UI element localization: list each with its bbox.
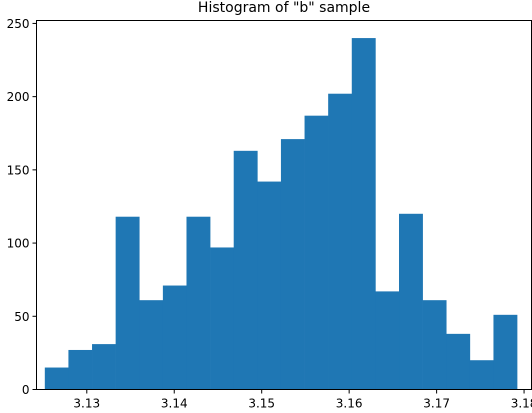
histogram-bar [115,216,140,390]
histogram-bar [257,181,282,390]
histogram-bar [304,115,329,390]
y-tick-label: 100 [7,237,30,251]
y-tick-label: 50 [14,310,29,324]
histogram-bar [233,150,258,390]
x-tick-label: 3.17 [423,397,450,411]
histogram-bar [44,367,69,390]
y-axis: 0 50 100 150 200 250 [7,17,37,397]
histogram-bar [68,349,93,390]
histogram-bar [493,314,518,390]
x-tick-label: 3.14 [161,397,188,411]
histogram-bar [280,139,305,390]
histogram-bar [92,344,116,390]
histogram-bar [422,300,447,390]
y-tick-label: 150 [7,163,30,177]
x-tick-label: 3.16 [336,397,363,411]
y-tick-label: 250 [7,17,30,31]
histogram-bar [375,291,400,390]
histogram-bar [210,247,235,390]
x-axis: 3.13 3.14 3.15 3.16 3.17 3.18 [73,389,532,411]
histogram-bar [469,360,494,390]
histogram-bar [351,38,376,390]
histogram-bar [399,213,423,390]
bars-group [44,38,518,390]
histogram-bar [186,216,211,390]
histogram-bar [446,333,471,390]
chart-title: Histogram of "b" sample [198,0,370,16]
x-tick-label: 3.18 [511,397,532,411]
histogram-bar [328,93,353,390]
histogram-bar [162,285,187,390]
x-tick-label: 3.15 [248,397,275,411]
y-tick-label: 200 [7,90,30,104]
y-tick-label: 0 [22,383,30,397]
histogram-bar [139,300,164,390]
x-tick-label: 3.13 [73,397,100,411]
